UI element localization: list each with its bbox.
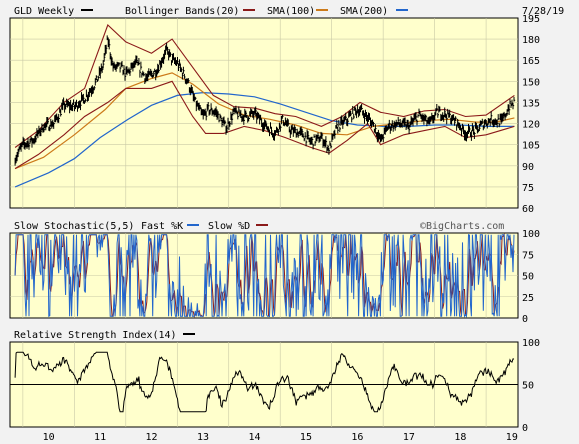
price-panel <box>9 17 519 209</box>
rsi-title: Relative Strength Index(14) <box>14 330 177 341</box>
price-bars <box>14 35 516 166</box>
price-y-tick-label: 75 <box>522 183 534 194</box>
stochastic-title: Slow Stochastic(5,5) <box>14 221 134 232</box>
bollinger-legend-label: Bollinger Bands(20) <box>125 6 239 17</box>
price-y-tick-label: 60 <box>522 204 534 215</box>
chart-date: 7/28/19 <box>522 6 564 17</box>
x-tick-label: 17 <box>403 432 415 443</box>
fast-k-line <box>14 233 515 318</box>
price-title: GLD Weekly <box>14 6 74 17</box>
rsi-y-tick-label: 0 <box>522 423 528 434</box>
sma200-legend-label: SMA(200) <box>340 6 388 17</box>
price-y-tick-label: 195 <box>522 14 540 25</box>
rsi-y-tick-label: 50 <box>522 381 534 392</box>
rsi-y-tick-label: 100 <box>522 338 540 349</box>
x-tick-label: 12 <box>146 432 158 443</box>
tick-labels: 10 11 12 13 14 15 16 17 18 19 60 75 90 105 120 135 150 16… <box>43 14 540 443</box>
series-layer <box>10 24 518 413</box>
rsi-line <box>14 351 515 413</box>
stochastic-y-tick-label: 100 <box>522 229 540 240</box>
x-tick-label: 11 <box>94 432 106 443</box>
x-tick-label: 14 <box>248 432 260 443</box>
x-tick-label: 19 <box>506 432 518 443</box>
stochastic-y-tick-label: 50 <box>522 272 534 283</box>
bollinger-lower-band <box>14 80 515 170</box>
x-tick-label: 16 <box>351 432 363 443</box>
stochastic-y-tick-label: 0 <box>522 314 528 325</box>
stochastic-y-tick-label: 75 <box>522 250 534 261</box>
slow-d-legend-label: Slow %D <box>208 221 250 232</box>
price-y-tick-label: 165 <box>522 56 540 67</box>
sma200-line <box>14 91 515 188</box>
price-y-tick-label: 180 <box>522 35 540 46</box>
x-tick-label: 18 <box>454 432 466 443</box>
price-y-tick-label: 120 <box>522 120 540 131</box>
price-y-tick-label: 135 <box>522 98 540 109</box>
price-y-tick-label: 150 <box>522 77 540 88</box>
price-y-tick-label: 105 <box>522 141 540 152</box>
fast-k-legend-label: Fast %K <box>141 221 183 232</box>
x-tick-label: 10 <box>43 432 55 443</box>
x-tick-label: 15 <box>300 432 312 443</box>
stochastic-y-tick-label: 25 <box>522 293 534 304</box>
x-tick-label: 13 <box>197 432 209 443</box>
price-y-tick-label: 90 <box>522 162 534 173</box>
bollinger-upper-band <box>14 24 515 148</box>
sma100-legend-label: SMA(100) <box>267 6 315 17</box>
bigcharts-credit: ©BigCharts.com <box>420 221 504 232</box>
